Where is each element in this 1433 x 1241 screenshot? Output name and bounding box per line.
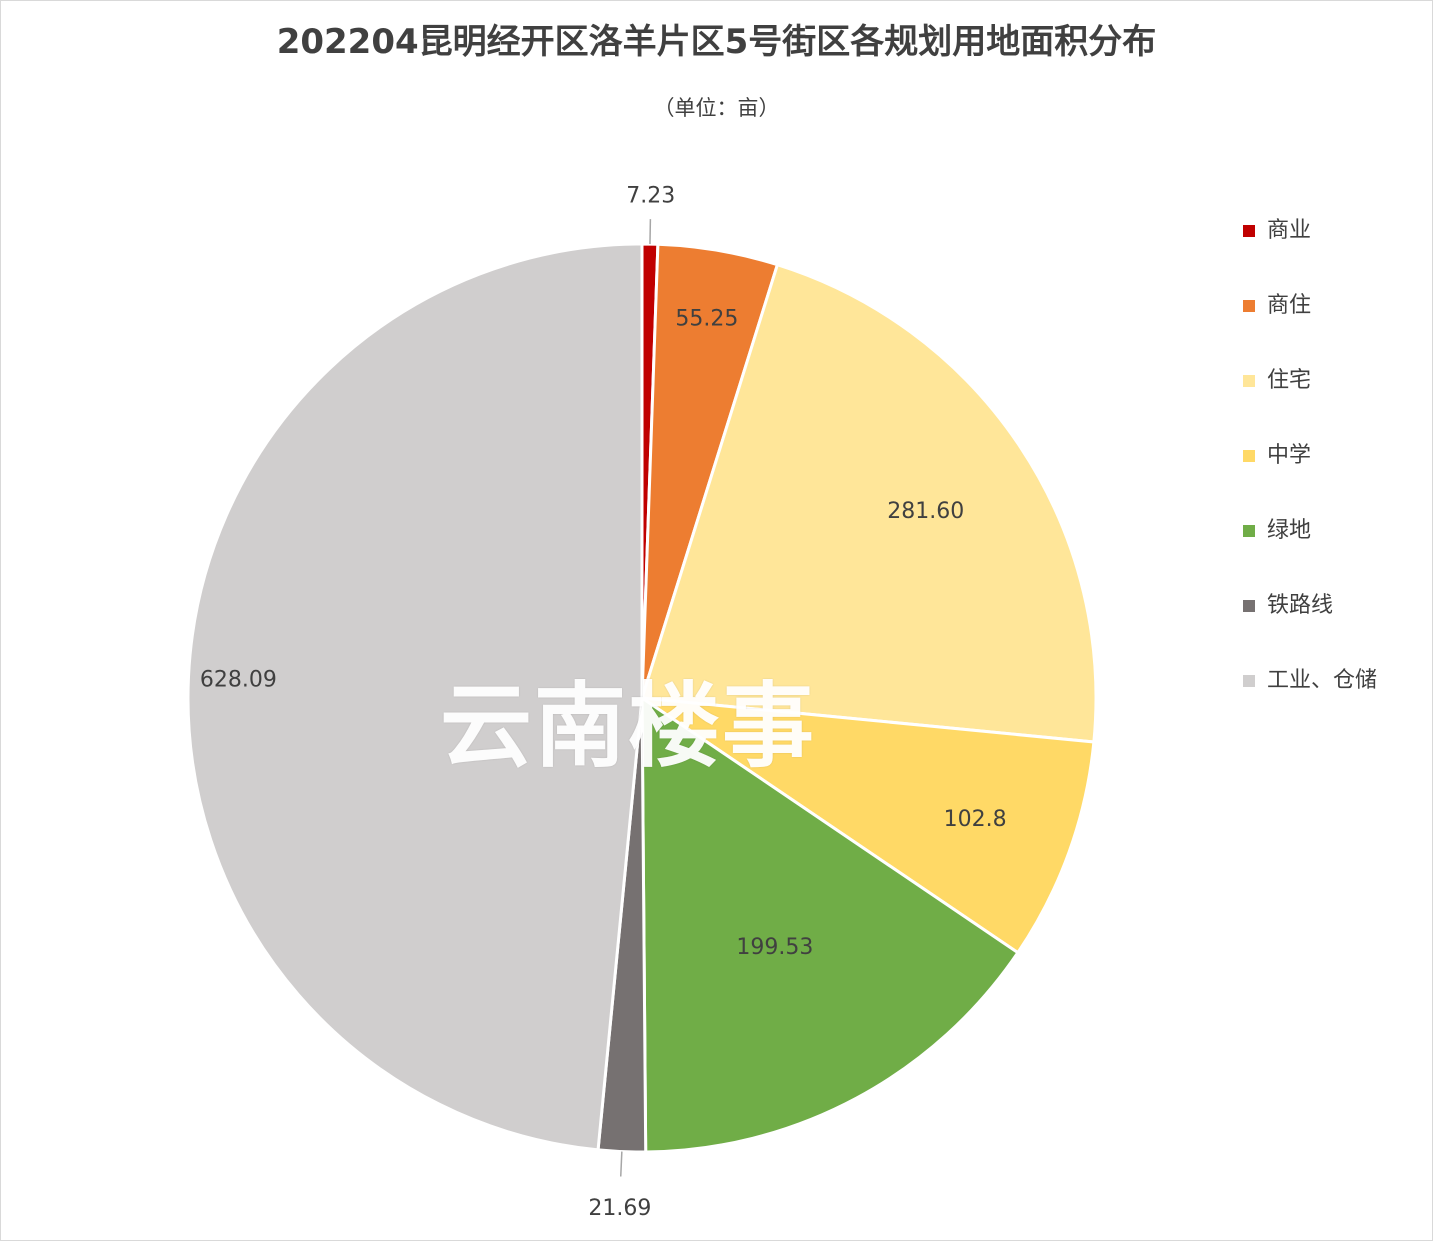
chart-title: 202204昆明经开区洛羊片区5号街区各规划用地面积分布 <box>276 22 1157 62</box>
data-label-3: 281.60 <box>887 499 964 524</box>
legend-item-1: 商业 <box>1243 215 1377 290</box>
pie-slices <box>186 242 1098 1154</box>
data-label-4: 102.8 <box>944 807 1007 832</box>
legend-label: 铁路线 <box>1267 593 1334 618</box>
legend-item-4: 中学 <box>1243 440 1377 515</box>
pie-data-labels: 7.23 55.25 281.60 102.8 199.53 21.69 628.09 <box>200 184 1007 1221</box>
data-label-1: 7.23 <box>626 184 675 209</box>
legend-label: 商业 <box>1267 218 1312 243</box>
legend-item-6: 铁路线 <box>1243 590 1377 665</box>
legend-label: 中学 <box>1267 443 1312 468</box>
pie-slice-5 <box>640 695 1020 1154</box>
legend-swatch <box>1243 450 1255 462</box>
legend-swatch <box>1243 600 1255 612</box>
pie-slice-4 <box>641 696 1096 955</box>
legend-swatch <box>1243 525 1255 537</box>
data-label-7: 628.09 <box>200 667 277 692</box>
data-label-5: 199.53 <box>736 935 813 960</box>
legend-label: 绿地 <box>1267 518 1312 543</box>
pie-slice-7 <box>186 242 644 1152</box>
data-label-6: 21.69 <box>588 1196 651 1221</box>
legend-item-3: 住宅 <box>1243 365 1377 440</box>
legend-swatch <box>1243 675 1255 687</box>
pie-slice-3 <box>640 262 1098 744</box>
legend-label: 商住 <box>1267 293 1312 318</box>
legend-swatch <box>1243 375 1255 387</box>
legend-item-7: 工业、仓储 <box>1243 665 1377 740</box>
legend-item-5: 绿地 <box>1243 515 1377 590</box>
legend-label: 工业、仓储 <box>1267 668 1378 693</box>
chart-subtitle: （单位：亩） <box>653 96 780 120</box>
chart-legend: 商业商住住宅中学绿地铁路线工业、仓储 <box>1243 215 1377 740</box>
legend-swatch <box>1243 225 1255 237</box>
watermark: 云南楼事 <box>440 673 817 780</box>
leader-line-6 <box>619 1151 623 1177</box>
legend-item-2: 商住 <box>1243 290 1377 365</box>
legend-label: 住宅 <box>1267 368 1312 393</box>
legend-swatch <box>1243 300 1255 312</box>
data-label-2: 55.25 <box>675 307 738 332</box>
